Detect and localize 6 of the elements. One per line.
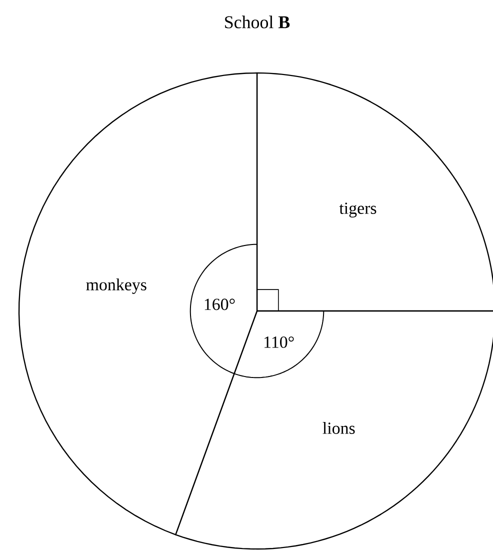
chart-title: School B	[225, 16, 290, 28]
data-label: 160°	[204, 298, 235, 310]
slice-label: tigers	[339, 202, 376, 218]
slice-label: lions	[322, 422, 355, 434]
slice-label: monkeys	[86, 278, 146, 294]
data-label: 110°	[264, 336, 294, 348]
